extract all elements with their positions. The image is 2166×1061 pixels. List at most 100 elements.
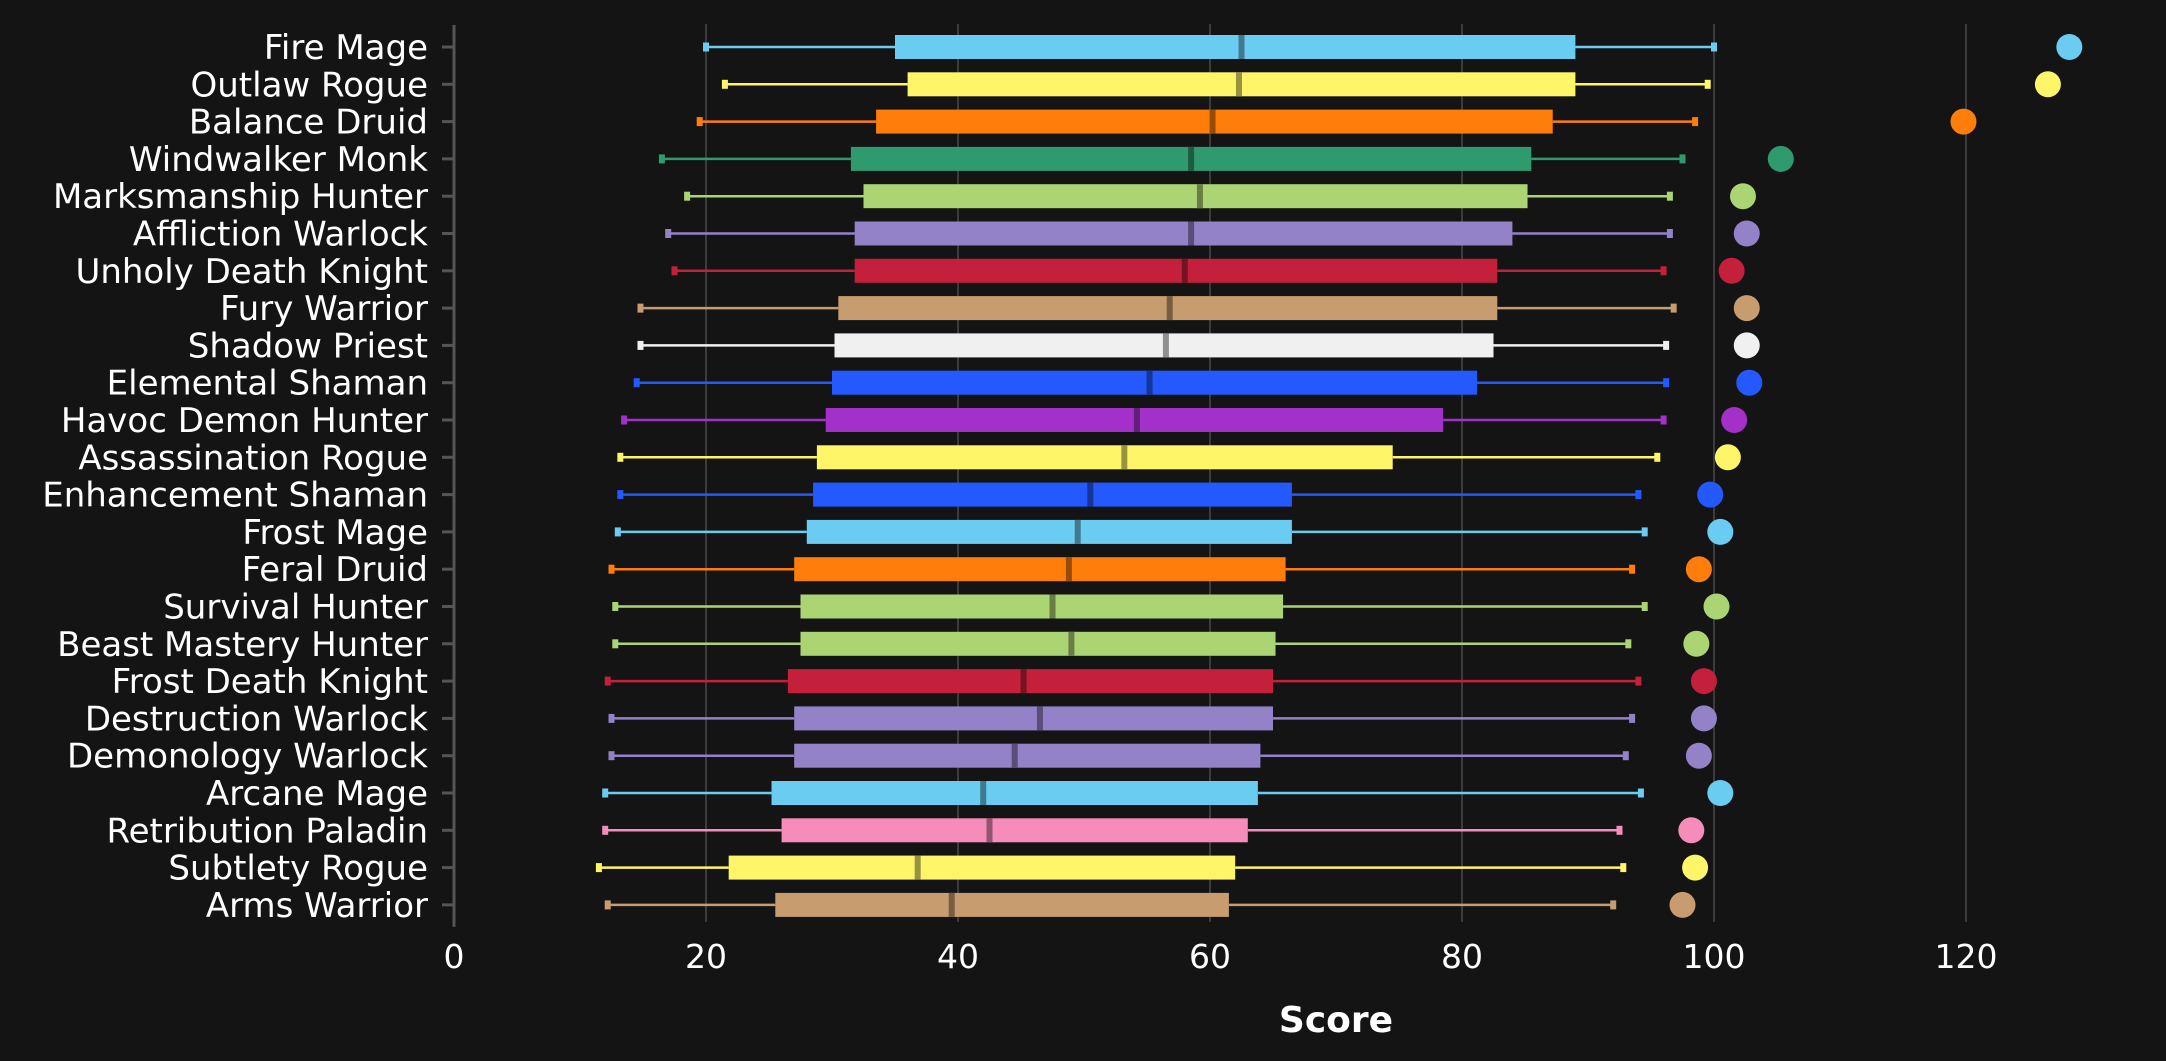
whisker-cap-low	[665, 229, 672, 238]
category-label: Windwalker Monk	[129, 140, 428, 180]
category-label: Survival Hunter	[163, 588, 428, 628]
whisker-cap-high	[1692, 117, 1699, 127]
iqr-box	[771, 781, 1258, 805]
whisker-cap-low	[703, 42, 709, 52]
median-marker	[1087, 482, 1094, 507]
whisker-cap-low	[608, 564, 615, 574]
max-point	[1707, 518, 1734, 545]
max-point	[1721, 407, 1748, 433]
median-marker	[1049, 594, 1056, 619]
box-row	[658, 146, 1686, 171]
box-row	[612, 594, 1648, 619]
box-row	[595, 855, 1627, 880]
median-marker	[1166, 296, 1173, 321]
category-label: Affliction Warlock	[133, 215, 428, 255]
whisker-cap-low	[637, 340, 644, 350]
category-label: Arms Warrior	[206, 886, 428, 926]
whisker-cap-high	[1616, 825, 1623, 835]
category-label: Destruction Warlock	[85, 699, 428, 739]
whisker-cap-low	[658, 154, 665, 164]
max-point	[1683, 630, 1710, 657]
outlier-points	[1669, 34, 2083, 918]
max-point	[1950, 108, 1977, 135]
max-point	[1685, 742, 1712, 769]
median-marker	[1188, 221, 1195, 246]
category-label: Frost Mage	[242, 513, 428, 553]
iqr-box	[816, 445, 1393, 470]
whisker-cap-high	[1679, 154, 1686, 164]
iqr-box	[832, 370, 1478, 395]
max-point	[1682, 854, 1709, 881]
whisker-cap-low	[604, 676, 611, 686]
whisker-cap-low	[617, 452, 624, 462]
category-label: Marksmanship Hunter	[53, 177, 428, 217]
whisker-cap-low	[614, 527, 621, 537]
box-row	[602, 818, 1623, 843]
whisker-cap-low	[612, 602, 619, 611]
max-point	[1685, 556, 1712, 583]
whisker-cap-low	[671, 266, 678, 276]
box-row	[696, 109, 1699, 134]
whisker-cap-high	[1635, 490, 1642, 500]
whisker-cap-high	[1625, 639, 1632, 649]
x-tick-label: 60	[1189, 937, 1231, 976]
max-point	[1690, 668, 1717, 695]
whisker-cap-high	[1660, 266, 1667, 276]
whisker-cap-low	[696, 117, 703, 127]
box-row	[671, 258, 1667, 283]
median-marker	[1235, 72, 1242, 97]
iqr-box	[863, 184, 1528, 209]
whisker-cap-high	[1670, 303, 1677, 313]
category-label: Beast Mastery Hunter	[57, 625, 428, 665]
category-label: Subtlety Rogue	[168, 849, 428, 889]
whisker-cap-high	[1711, 42, 1717, 52]
whisker-cap-low	[604, 900, 611, 910]
max-point	[1678, 817, 1705, 844]
category-label: Demonology Warlock	[67, 737, 428, 777]
whisker-cap-low	[608, 713, 615, 723]
box-row	[604, 892, 1617, 917]
median-marker	[1162, 333, 1169, 358]
median-marker	[948, 892, 955, 917]
category-label: Balance Druid	[189, 103, 428, 143]
box-row	[665, 221, 1673, 246]
whisker-cap-low	[633, 378, 640, 388]
max-point	[1718, 257, 1745, 284]
box-series	[595, 35, 1717, 917]
iqr-box	[794, 706, 1273, 731]
max-point	[2034, 71, 2061, 98]
whisker-cap-low	[621, 415, 628, 425]
x-tick-label: 80	[1441, 937, 1483, 976]
x-tick-label: 0	[444, 937, 465, 976]
median-marker	[1133, 408, 1140, 432]
median-marker	[914, 855, 921, 880]
category-label: Shadow Priest	[188, 326, 428, 366]
iqr-box	[854, 221, 1513, 246]
whisker-cap-high	[1666, 229, 1673, 238]
whisker-cap-low	[612, 639, 619, 649]
median-marker	[1196, 184, 1203, 209]
whisker-cap-high	[1641, 527, 1648, 537]
max-point	[1733, 332, 1760, 359]
median-marker	[1209, 109, 1216, 134]
max-point	[2056, 34, 2083, 60]
median-marker	[1146, 370, 1153, 395]
category-label: Outlaw Rogue	[191, 65, 429, 105]
median-marker	[1068, 631, 1075, 656]
box-row	[612, 631, 1632, 656]
box-row	[608, 743, 1629, 768]
whisker-cap-low	[595, 863, 602, 873]
whisker-cap-high	[1654, 452, 1661, 462]
iqr-box	[781, 818, 1248, 843]
iqr-box	[800, 594, 1284, 619]
grid-lines	[705, 24, 1967, 922]
whisker-cap-low	[684, 191, 691, 201]
category-label: Arcane Mage	[206, 774, 428, 814]
max-point	[1767, 145, 1794, 172]
whisker-cap-high	[1637, 788, 1644, 798]
whisker-cap-low	[617, 490, 624, 500]
box-row	[637, 296, 1677, 321]
iqr-box	[854, 258, 1498, 283]
iqr-box	[813, 482, 1292, 507]
